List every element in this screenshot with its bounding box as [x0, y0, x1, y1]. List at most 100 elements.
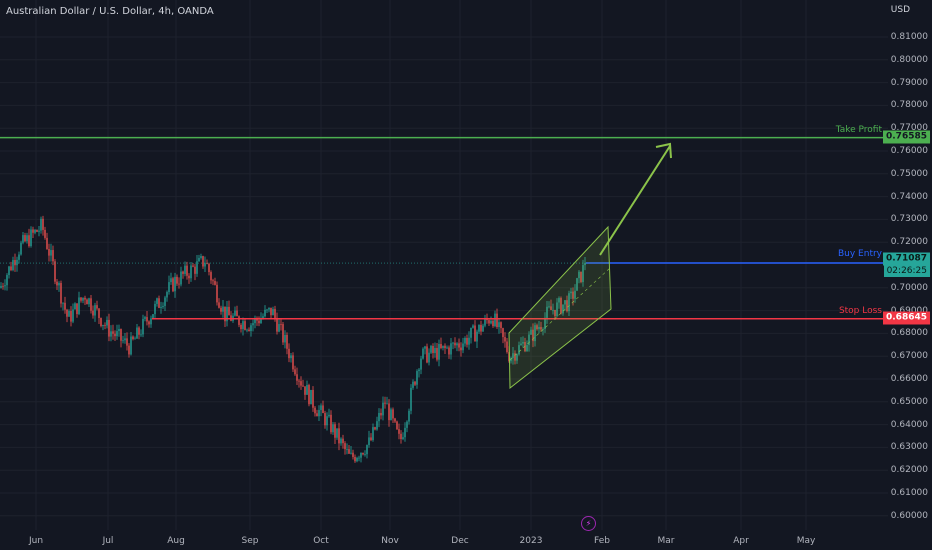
candle-body: [276, 317, 278, 332]
candle-body: [416, 371, 418, 385]
candle-body: [2, 285, 4, 287]
candle-body: [334, 424, 336, 438]
candle-body: [294, 369, 296, 375]
candle-body: [106, 319, 108, 326]
candle-body: [300, 381, 302, 386]
candle-body: [208, 263, 210, 273]
candlestick-series: [0, 215, 586, 463]
arrow-head: [655, 142, 672, 159]
tradingview-flash-icon[interactable]: ⚡: [581, 516, 596, 531]
candle-body: [374, 427, 376, 430]
candle-body: [550, 306, 552, 310]
currency-label: USD: [890, 5, 910, 15]
candle-body: [0, 285, 2, 288]
candle-body: [502, 328, 504, 338]
candle-body: [366, 445, 368, 455]
price-tick-label: 0.78000: [890, 100, 928, 111]
candle-body: [576, 278, 578, 291]
candle-body: [378, 412, 380, 422]
candle-body: [330, 414, 332, 433]
candle-body: [220, 307, 222, 312]
candle-body: [490, 320, 492, 324]
candle-body: [406, 421, 408, 428]
parallel-channel: [508, 225, 612, 390]
candle-body: [250, 325, 252, 331]
candle-body: [320, 405, 322, 411]
candle-body: [288, 348, 290, 359]
candle-body: [322, 405, 324, 414]
candle-body: [240, 324, 242, 330]
candle-body: [400, 433, 402, 440]
candle-body: [174, 276, 176, 292]
candle-body: [270, 307, 272, 316]
candle-body: [582, 265, 584, 283]
candle-body: [468, 337, 470, 345]
chart-grid: [0, 0, 888, 530]
candle-body: [238, 316, 240, 325]
candle-body: [272, 308, 274, 316]
candle-body: [164, 297, 166, 306]
candle-body: [198, 257, 200, 262]
candle-body: [410, 387, 412, 411]
candle-body: [278, 324, 280, 332]
buy-entry-price-tag: 0.71087: [883, 252, 930, 266]
candle-body: [512, 353, 514, 359]
candle-body: [312, 389, 314, 408]
time-tick-label: Jul: [102, 536, 114, 546]
candle-body: [446, 347, 448, 349]
price-tick-label: 0.73000: [890, 214, 928, 225]
candle-body: [214, 281, 216, 285]
candle-body: [84, 297, 86, 300]
candle-body: [64, 302, 66, 310]
candle-body: [570, 291, 572, 294]
candle-body: [96, 305, 98, 309]
candle-body: [282, 324, 284, 343]
candle-body: [444, 345, 446, 349]
candle-body: [184, 265, 186, 274]
candle-body: [142, 318, 144, 335]
candle-body: [192, 265, 194, 267]
candle-body: [56, 281, 58, 286]
candle-body: [396, 421, 398, 430]
candle-body: [456, 343, 458, 346]
candle-body: [4, 285, 6, 287]
candle-body: [454, 342, 456, 346]
candle-body: [100, 318, 102, 327]
candle-body: [514, 353, 516, 361]
price-tick-label: 0.70000: [890, 282, 928, 293]
price-tick-label: 0.66000: [890, 374, 928, 384]
candle-body: [556, 302, 558, 317]
time-tick-label: Apr: [733, 536, 749, 546]
candle-body: [408, 410, 410, 422]
candle-body: [380, 412, 382, 416]
candle-body: [354, 456, 356, 462]
candle-body: [74, 303, 76, 310]
time-tick-label: Sep: [241, 536, 259, 546]
candle-body: [520, 343, 522, 346]
candle-body: [516, 354, 518, 361]
candle-body: [204, 263, 206, 267]
candle-body: [216, 284, 218, 303]
candle-body: [562, 304, 564, 314]
candle-body: [584, 263, 586, 266]
candle-body: [440, 344, 442, 348]
candle-body: [428, 352, 430, 363]
candle-body: [316, 413, 318, 417]
candle-body: [402, 437, 404, 440]
candle-body: [540, 327, 542, 330]
price-tick-label: 0.61000: [890, 488, 928, 498]
candle-body: [124, 338, 126, 341]
candle-body: [60, 283, 62, 304]
candle-body: [266, 309, 268, 311]
candle-body: [80, 297, 82, 301]
candle-body: [68, 311, 70, 317]
candle-body: [546, 306, 548, 318]
candle-body: [482, 325, 484, 332]
candle-body: [326, 416, 328, 426]
candle-body: [104, 324, 106, 326]
candle-body: [6, 275, 8, 286]
candle-body: [46, 237, 48, 250]
price-tick-label: 0.64000: [890, 419, 928, 430]
candle-body: [244, 321, 246, 330]
